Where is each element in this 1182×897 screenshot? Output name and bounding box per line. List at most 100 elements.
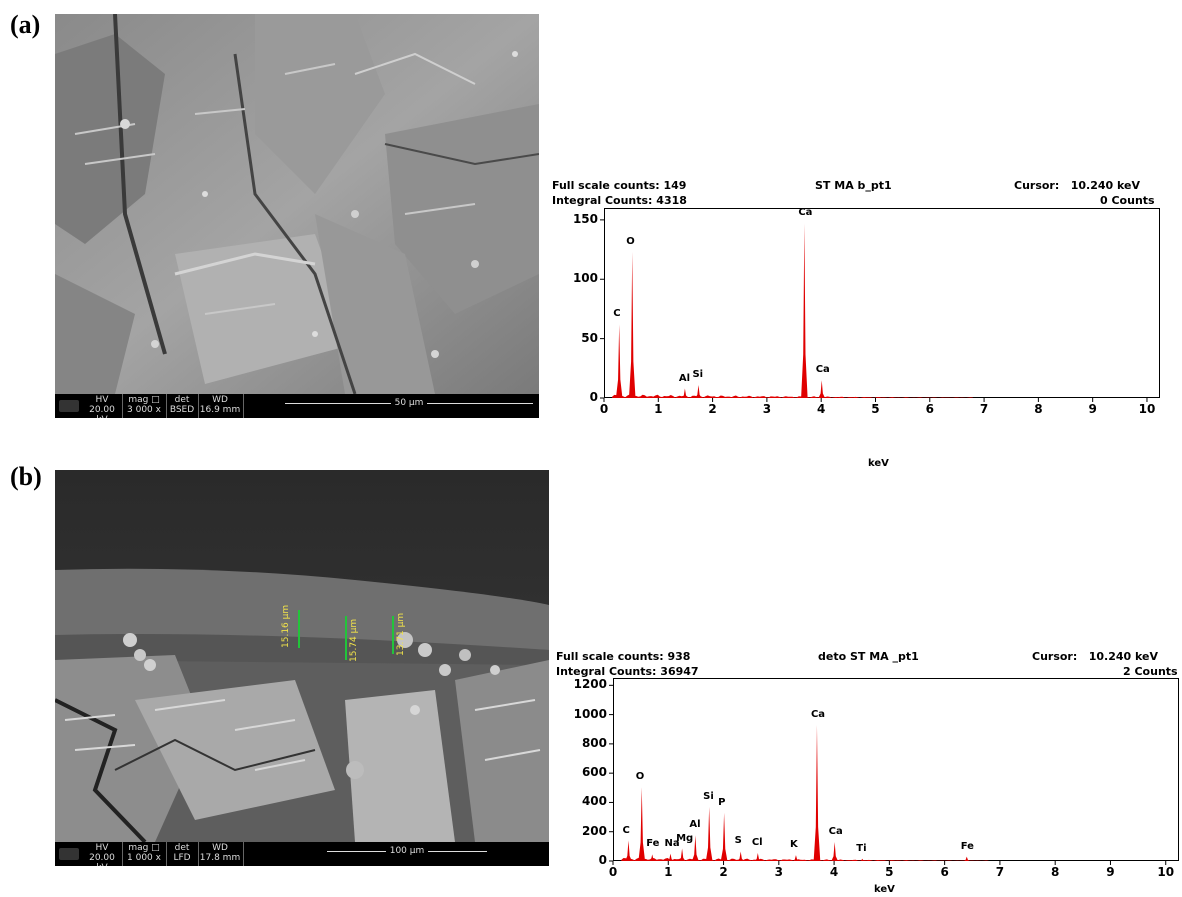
y-tick-label: 0 — [598, 853, 607, 867]
peak-label-Na: Na — [664, 837, 680, 849]
y-tick-label: 0 — [589, 390, 598, 404]
panel-label-a: (a) — [10, 10, 41, 39]
x-tick-label: 5 — [885, 865, 894, 879]
peak-label-Mg: Mg — [676, 832, 694, 844]
peak-label-Al: Al — [689, 819, 701, 831]
y-tick-label: 800 — [581, 735, 607, 750]
hv-value: 20.00 kV — [89, 853, 115, 866]
panel-label-b: (b) — [10, 462, 42, 491]
counts-readout-a: 0 Counts — [1100, 194, 1155, 207]
x-tick-label: 2 — [719, 865, 728, 879]
thickness-label-3: 13.71 µm — [396, 612, 406, 656]
peak-label-Ca: Ca — [828, 825, 843, 837]
peak-label-Fe: Fe — [646, 838, 660, 850]
counts-readout-b: 2 Counts — [1123, 665, 1178, 678]
y-tick-label: 1200 — [573, 677, 607, 692]
peak-label-P: P — [718, 796, 726, 808]
peak-label-Fe: Fe — [960, 840, 974, 852]
fei-logo — [59, 848, 79, 860]
y-tick-label: 100 — [572, 271, 598, 286]
integral-counts-a: Integral Counts: 4318 — [552, 194, 687, 207]
x-tick-label: 6 — [925, 402, 934, 416]
x-tick-label: 3 — [762, 402, 772, 416]
det-value: BSED — [169, 405, 195, 415]
spectrum-title-b: deto ST MA _pt1 — [818, 650, 919, 663]
wd-value: 17.8 mm — [199, 853, 241, 863]
peak-label-Ca: Ca — [815, 364, 830, 376]
hv-label: HV — [95, 843, 109, 853]
x-tick-label: 1 — [664, 865, 673, 879]
x-axis-label-a: keV — [868, 458, 889, 469]
y-tick-label: 1000 — [573, 706, 607, 721]
wd-label: WD — [212, 843, 228, 853]
peak-label-C: C — [613, 308, 621, 320]
cursor-readout-b: Cursor: 10.240 keV — [1032, 650, 1159, 663]
peak-label-O: O — [635, 771, 645, 783]
x-tick-label: 0 — [599, 402, 609, 416]
x-tick-label: 10 — [1138, 402, 1156, 416]
det-label: det — [174, 395, 190, 405]
hv-label: HV — [95, 395, 109, 405]
integral-counts-b: Integral Counts: 36947 — [556, 665, 699, 678]
y-tick-label: 400 — [581, 794, 607, 809]
y-tick-label: 600 — [581, 765, 607, 780]
x-tick-label: 9 — [1088, 402, 1097, 416]
x-tick-label: 9 — [1106, 865, 1115, 879]
mag-label: mag □ — [128, 395, 160, 405]
spectrum-title-a: ST MA b_pt1 — [815, 179, 892, 192]
sem-micrograph-b — [55, 470, 549, 842]
x-axis-label-b: keV — [874, 884, 895, 895]
x-tick-label: 6 — [940, 865, 949, 879]
peak-label-Ca: Ca — [810, 708, 826, 720]
peak-label-Si: Si — [692, 368, 704, 380]
x-tick-label: 0 — [608, 865, 618, 879]
thickness-line-1 — [298, 610, 300, 648]
peak-label-S: S — [734, 835, 742, 847]
x-tick-label: 8 — [1034, 402, 1043, 416]
y-tick-label: 50 — [581, 330, 598, 345]
peak-label-Ca: Ca — [798, 207, 813, 219]
mag-value: 1 000 x — [127, 853, 161, 863]
hv-value: 20.00 kV — [89, 405, 115, 418]
scale-label: 50 µm — [390, 398, 428, 408]
x-tick-label: 7 — [995, 865, 1005, 879]
sem-micrograph-a — [55, 14, 539, 394]
det-value: LFD — [173, 853, 191, 863]
x-tick-label: 4 — [829, 865, 839, 879]
x-tick-label: 2 — [708, 402, 717, 416]
thickness-line-2 — [345, 616, 347, 660]
peak-label-Si: Si — [703, 790, 714, 802]
scale-bar-a: 50 µm — [285, 397, 533, 408]
spectrum-plot-b — [613, 678, 1179, 861]
peak-label-Ti: Ti — [856, 842, 867, 854]
y-tick-label: 150 — [572, 211, 598, 226]
peak-label-C: C — [622, 824, 630, 836]
peak-label-K: K — [789, 839, 798, 851]
scale-label: 100 µm — [385, 846, 429, 856]
det-label: det — [174, 843, 190, 853]
full-scale-counts-b: Full scale counts: 938 — [556, 650, 691, 663]
mag-value: 3 000 x — [127, 405, 161, 415]
mag-label: mag □ — [128, 843, 160, 853]
x-tick-label: 8 — [1051, 865, 1060, 879]
thickness-label-1: 15.16 µm — [281, 604, 291, 648]
wd-label: WD — [212, 395, 228, 405]
thickness-label-2: 15.74 µm — [349, 618, 359, 662]
x-tick-label: 10 — [1157, 865, 1175, 879]
spectrum-plot-a — [604, 208, 1160, 398]
peak-label-O: O — [626, 235, 635, 247]
x-tick-label: 5 — [871, 402, 880, 416]
x-tick-label: 7 — [979, 402, 989, 416]
cursor-readout-a: Cursor: 10.240 keV — [1014, 179, 1141, 192]
wd-value: 16.9 mm — [199, 405, 241, 415]
full-scale-counts-a: Full scale counts: 149 — [552, 179, 687, 192]
x-tick-label: 4 — [817, 402, 826, 416]
fei-logo — [59, 400, 79, 412]
scale-bar-b: 100 µm — [327, 845, 487, 856]
x-tick-label: 3 — [774, 865, 783, 879]
peak-label-Cl: Cl — [751, 836, 763, 848]
